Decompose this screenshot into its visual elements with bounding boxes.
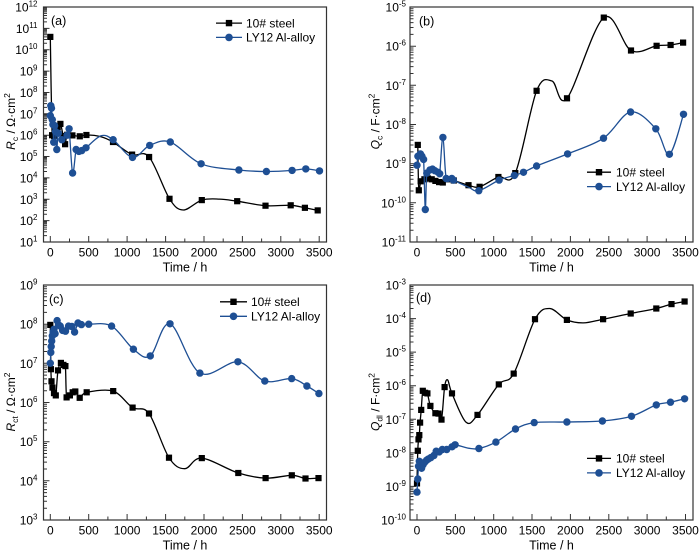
svg-text:Time / h: Time / h [529, 539, 574, 553]
svg-text:(c): (c) [49, 293, 64, 307]
svg-text:10# steel: 10# steel [616, 165, 665, 179]
svg-text:3500: 3500 [672, 245, 699, 259]
svg-text:2500: 2500 [595, 523, 622, 537]
svg-text:3000: 3000 [267, 523, 294, 537]
svg-text:2000: 2000 [557, 245, 584, 259]
svg-text:LY12 Al-alloy: LY12 Al-alloy [251, 310, 320, 324]
svg-text:2000: 2000 [191, 523, 218, 537]
svg-text:2000: 2000 [557, 523, 584, 537]
svg-text:0: 0 [414, 523, 421, 537]
svg-text:Rc / Ω·cm2: Rc / Ω·cm2 [2, 93, 20, 150]
svg-text:Qdl / F·cm2: Qdl / F·cm2 [367, 373, 385, 431]
svg-text:3000: 3000 [267, 245, 294, 259]
svg-text:(d): (d) [416, 291, 431, 305]
svg-text:Rct / Ω·cm2: Rct / Ω·cm2 [2, 372, 20, 431]
svg-text:0: 0 [414, 245, 421, 259]
svg-text:Time / h: Time / h [163, 539, 208, 553]
svg-text:2000: 2000 [191, 245, 218, 259]
svg-text:3500: 3500 [306, 245, 333, 259]
svg-text:2500: 2500 [229, 523, 256, 537]
svg-text:(b): (b) [419, 15, 434, 29]
svg-text:1000: 1000 [114, 523, 141, 537]
svg-text:(a): (a) [51, 14, 66, 28]
svg-text:3500: 3500 [672, 523, 699, 537]
svg-text:LY12 Al-alloy: LY12 Al-alloy [616, 466, 685, 480]
svg-text:1000: 1000 [480, 245, 507, 259]
svg-text:Time / h: Time / h [529, 261, 574, 275]
svg-text:Qc / F·cm2: Qc / F·cm2 [367, 93, 385, 149]
svg-text:0: 0 [47, 523, 54, 537]
svg-text:10# steel: 10# steel [616, 452, 665, 466]
svg-text:500: 500 [445, 523, 465, 537]
svg-text:1500: 1500 [152, 523, 179, 537]
svg-text:1000: 1000 [114, 245, 141, 259]
svg-text:500: 500 [79, 523, 99, 537]
svg-text:0: 0 [47, 245, 54, 259]
svg-text:3000: 3000 [634, 245, 661, 259]
svg-text:2500: 2500 [595, 245, 622, 259]
svg-text:1500: 1500 [519, 523, 546, 537]
svg-text:LY12 Al-alloy: LY12 Al-alloy [616, 180, 685, 194]
svg-text:500: 500 [79, 245, 99, 259]
svg-text:3500: 3500 [306, 523, 333, 537]
svg-text:10# steel: 10# steel [246, 16, 295, 30]
svg-text:1000: 1000 [480, 523, 507, 537]
svg-text:3000: 3000 [634, 523, 661, 537]
svg-text:10# steel: 10# steel [251, 295, 300, 309]
svg-text:1500: 1500 [519, 245, 546, 259]
svg-text:LY12 Al-alloy: LY12 Al-alloy [246, 31, 315, 45]
svg-text:500: 500 [445, 245, 465, 259]
svg-text:2500: 2500 [229, 245, 256, 259]
svg-text:1500: 1500 [152, 245, 179, 259]
svg-text:Time / h: Time / h [163, 261, 208, 275]
